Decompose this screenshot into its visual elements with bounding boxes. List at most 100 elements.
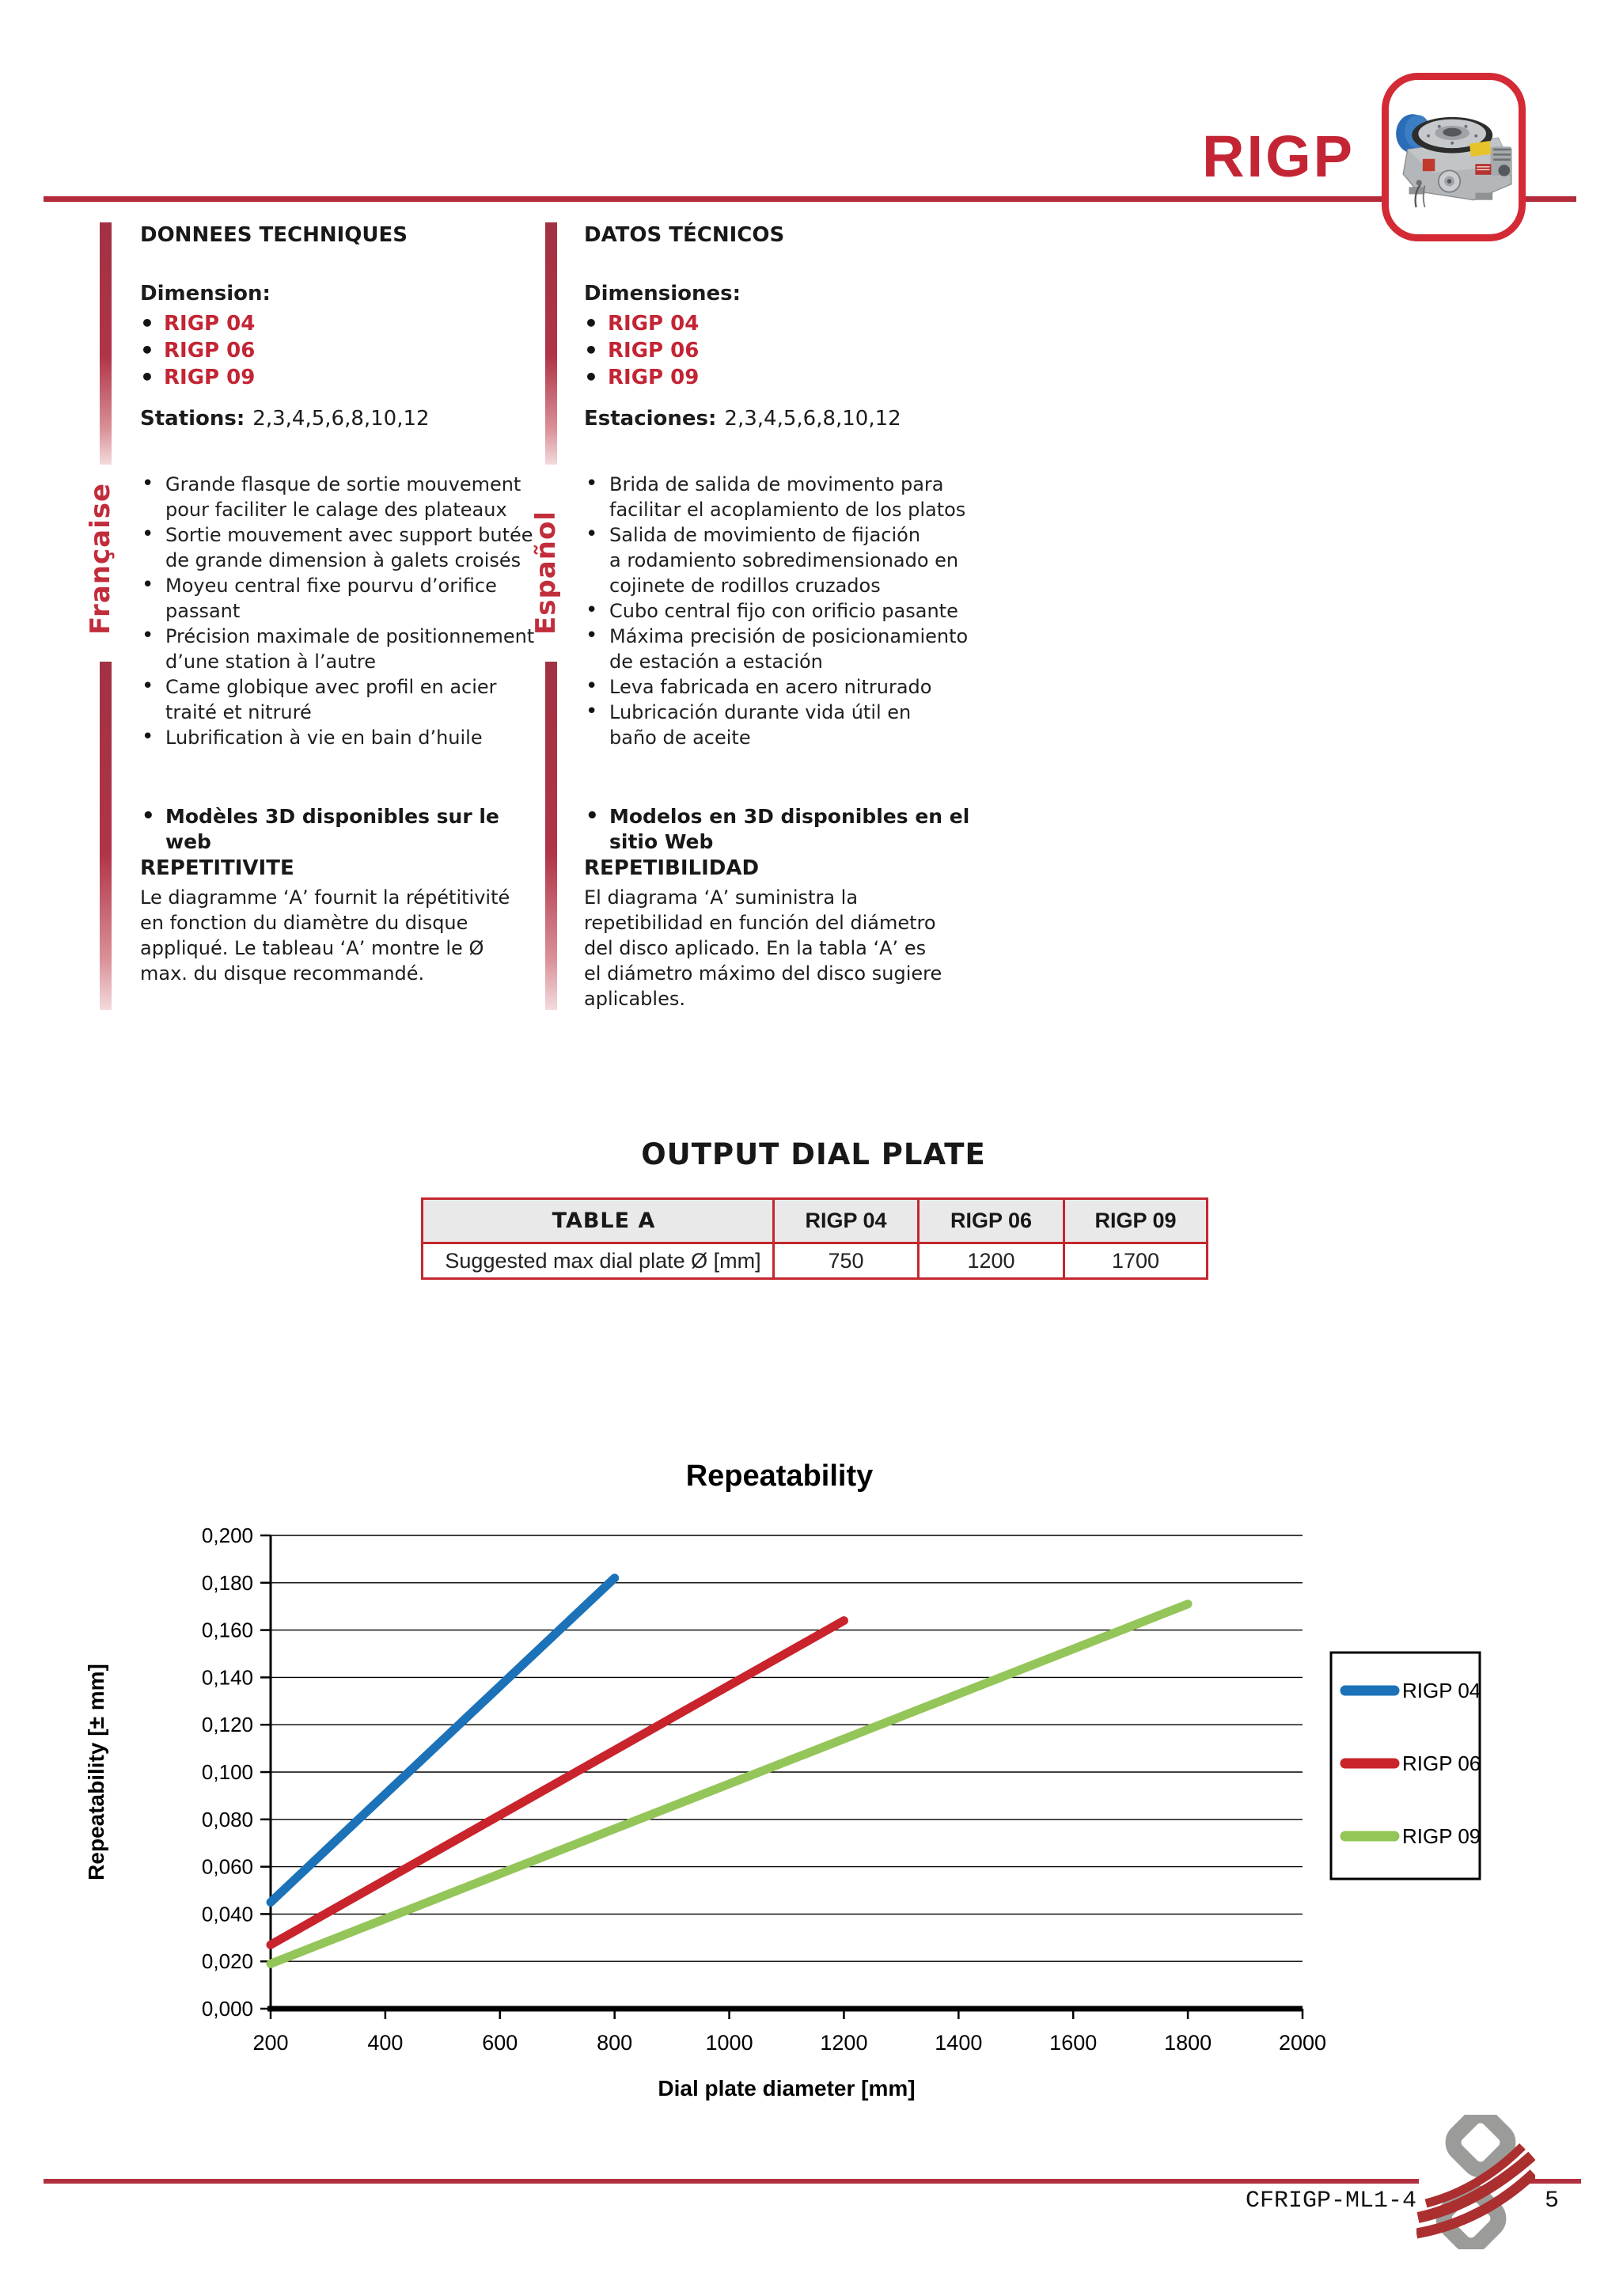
spanish-stations-value: 2,3,4,5,6,8,10,12 — [724, 407, 901, 431]
y-tick-label: 0,000 — [202, 1997, 253, 2021]
table-a-row-label: Suggested max dial plate Ø [mm] — [421, 1242, 775, 1280]
spanish-column: DATOS TÉCNICOS Dimensiones: RIGP 04RIGP … — [584, 223, 984, 1010]
output-dial-plate-title: OUTPUT DIAL PLATE — [641, 1137, 986, 1171]
table-a-value-rigp09: 1700 — [1063, 1242, 1208, 1280]
feature-item: Came globique avec profil en acier trait… — [140, 674, 540, 725]
footer-divider-right — [1527, 2179, 1581, 2184]
model-item: RIGP 06 — [140, 337, 540, 364]
table-row: Suggested max dial plate Ø [mm] 750 1200… — [421, 1242, 1208, 1280]
x-tick-label: 2000 — [1279, 2031, 1326, 2055]
legend-box — [1329, 1651, 1481, 1880]
document-code: CFRIGP-ML1-4 — [1245, 2188, 1416, 2214]
series-line-rigp-09 — [266, 1600, 1193, 1968]
french-heading: DONNEES TECHNIQUES — [140, 223, 408, 247]
legend-label: RIGP 06 — [1402, 1751, 1481, 1775]
company-logo — [1416, 2115, 1535, 2249]
french-stations: Stations: 2,3,4,5,6,8,10,12 — [140, 407, 540, 431]
feature-item: Grande flasque de sortie mouvement pour … — [140, 471, 540, 522]
table-a-value-rigp04: 750 — [772, 1242, 920, 1280]
french-feature-list: Grande flasque de sortie mouvement pour … — [140, 471, 540, 750]
x-tick-label: 1400 — [935, 2031, 982, 2055]
french-web-note: Modèles 3D disponibles sur le web — [140, 803, 540, 855]
y-tick-label: 0,060 — [202, 1855, 253, 1879]
page-title: RIGP — [1202, 123, 1355, 189]
feature-item: Cubo central fijo con orificio pasante — [584, 598, 984, 624]
y-axis-label: Repeatability [± mm] — [84, 1664, 108, 1880]
legend-label: RIGP 04 — [1402, 1679, 1481, 1702]
x-tick-label: 1600 — [1049, 2031, 1097, 2055]
french-accent-bar-top — [100, 222, 112, 465]
x-tick-label: 200 — [252, 2031, 288, 2055]
feature-item: Lubricación durante vida útil en baño de… — [584, 699, 984, 750]
x-axis-label: Dial plate diameter [mm] — [658, 2076, 915, 2101]
header-divider — [44, 196, 1576, 202]
x-tick-label: 1200 — [820, 2031, 867, 2055]
feature-item: Máxima precisión de posicionamiento de e… — [584, 623, 984, 674]
model-item: RIGP 06 — [584, 337, 984, 364]
feature-item: Moyeu central fixe pourvu d’orifice pass… — [140, 572, 540, 624]
french-web-note-item: Modèles 3D disponibles sur le web — [140, 803, 540, 855]
y-tick-label: 0,160 — [202, 1619, 253, 1642]
spanish-dimension-label: Dimensiones: — [584, 282, 741, 306]
spanish-web-note: Modelos en 3D disponibles en el sitio We… — [584, 803, 984, 855]
model-item: RIGP 04 — [584, 310, 984, 337]
page-number: 5 — [1545, 2188, 1560, 2214]
french-column: DONNEES TECHNIQUES Dimension: RIGP 04RIG… — [140, 223, 540, 985]
y-tick-label: 0,120 — [202, 1713, 253, 1736]
x-tick-label: 600 — [482, 2031, 518, 2055]
french-stations-value: 2,3,4,5,6,8,10,12 — [252, 407, 430, 431]
legend-label: RIGP 09 — [1402, 1824, 1481, 1848]
model-item: RIGP 09 — [140, 364, 540, 391]
table-a-col-rigp04: RIGP 04 — [772, 1197, 920, 1244]
spanish-accent-bar-bottom — [545, 662, 557, 1010]
y-tick-label: 0,080 — [202, 1808, 253, 1831]
x-tick-label: 1800 — [1164, 2031, 1212, 2055]
feature-item: Leva fabricada en acero nitrurado — [584, 674, 984, 700]
feature-item: Salida de movimiento de fijación a rodam… — [584, 522, 984, 598]
spanish-accent-bar-top — [545, 222, 557, 465]
table-a: TABLE A RIGP 04 RIGP 06 RIGP 09 Suggeste… — [421, 1197, 1208, 1280]
chart-title: Repeatability — [686, 1459, 874, 1493]
rotary-index-table-image — [1396, 114, 1512, 208]
spanish-feature-list: Brida de salida de movimento para facili… — [584, 471, 984, 750]
feature-item: Sortie mouvement avec support butée de g… — [140, 522, 540, 573]
spanish-repeatability-heading: REPETIBILIDAD — [584, 856, 760, 880]
spanish-web-note-item: Modelos en 3D disponibles en el sitio We… — [584, 803, 984, 855]
french-repeatability-text: Le diagramme ‘A’ fournit la répétitivité… — [140, 886, 510, 985]
series-line-rigp-06 — [266, 1616, 848, 1949]
spanish-stations: Estaciones: 2,3,4,5,6,8,10,12 — [584, 407, 984, 431]
spanish-heading: DATOS TÉCNICOS — [584, 223, 785, 247]
table-a-value-rigp06: 1200 — [917, 1242, 1065, 1280]
table-a-header-row: TABLE A RIGP 04 RIGP 06 RIGP 09 — [421, 1197, 1208, 1244]
feature-item: Lubrification à vie en bain d’huile — [140, 724, 540, 750]
x-tick-label: 400 — [367, 2031, 403, 2055]
model-item: RIGP 09 — [584, 364, 984, 391]
y-tick-label: 0,140 — [202, 1665, 253, 1689]
french-accent-bar-bottom — [100, 662, 112, 1010]
table-a-col-rigp06: RIGP 06 — [917, 1197, 1065, 1244]
x-tick-label: 1000 — [706, 2031, 753, 2055]
table-a-col-rigp09: RIGP 09 — [1063, 1197, 1208, 1244]
y-tick-label: 0,020 — [202, 1949, 253, 1973]
y-tick-label: 0,040 — [202, 1902, 253, 1926]
x-tick-label: 800 — [597, 2031, 632, 2055]
feature-item: Brida de salida de movimento para facili… — [584, 471, 984, 522]
feature-item: Précision maximale de positionnement d’u… — [140, 623, 540, 674]
footer-divider-left — [44, 2179, 1419, 2184]
spanish-stations-label: Estaciones: — [584, 407, 717, 431]
y-tick-label: 0,200 — [202, 1524, 253, 1547]
y-tick-label: 0,180 — [202, 1571, 253, 1595]
french-stations-label: Stations: — [140, 407, 245, 431]
series-line-rigp-04 — [266, 1573, 620, 1907]
french-language-label: Française — [85, 482, 116, 635]
french-repeatability-heading: REPETITIVITE — [140, 856, 294, 880]
french-dimension-label: Dimension: — [140, 282, 271, 306]
spanish-repeatability-text: El diagrama ‘A’ suministra la repetibili… — [584, 886, 942, 1010]
model-item: RIGP 04 — [140, 310, 540, 337]
table-a-title-cell: TABLE A — [421, 1197, 775, 1244]
y-tick-label: 0,100 — [202, 1760, 253, 1784]
product-photo — [1382, 73, 1526, 241]
